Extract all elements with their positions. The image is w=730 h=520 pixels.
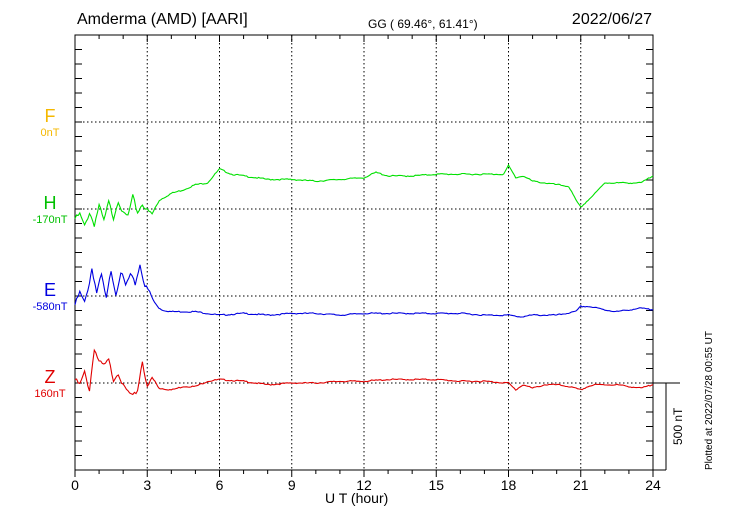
x-tick-label: 0 (71, 477, 79, 493)
component-letter-f: F (44, 106, 56, 126)
component-label-e: E -580nT (20, 280, 80, 314)
date-label: 2022/06/27 (571, 11, 652, 28)
x-tick-label: 15 (428, 477, 444, 493)
scale-bar-label: 500 nT (671, 407, 685, 445)
x-tick-label: 18 (501, 477, 517, 493)
chart-title: Amderma (AMD) [AARI] (77, 11, 248, 28)
component-letter-e: E (43, 280, 56, 300)
component-baseline-f: 0nT (40, 127, 60, 139)
component-label-f: F 0nT (20, 106, 80, 140)
coordinates-label: GG ( 69.46°, 61.41°) (368, 17, 478, 31)
x-tick-label: 12 (356, 477, 372, 493)
x-tick-label: 9 (288, 477, 296, 493)
component-letter-h: H (43, 193, 57, 213)
component-baseline-h: -170nT (32, 214, 68, 226)
series-line-e (74, 264, 654, 318)
component-letter-z: Z (44, 367, 56, 387)
plotted-timestamp: Plotted at 2022/07/28 00:55 UT (704, 331, 715, 470)
x-tick-label: 21 (573, 477, 589, 493)
component-label-z: Z 160nT (20, 367, 80, 401)
component-baseline-z: 160nT (34, 388, 66, 400)
x-tick-label: 6 (216, 477, 224, 493)
component-baseline-e: -580nT (32, 301, 68, 313)
x-tick-label: 3 (143, 477, 151, 493)
x-axis-label: U T (hour) (325, 490, 389, 506)
component-label-h: H -170nT (20, 193, 80, 227)
series-line-h (74, 163, 654, 227)
x-tick-label: 24 (645, 477, 661, 493)
series-line-z (74, 348, 654, 396)
